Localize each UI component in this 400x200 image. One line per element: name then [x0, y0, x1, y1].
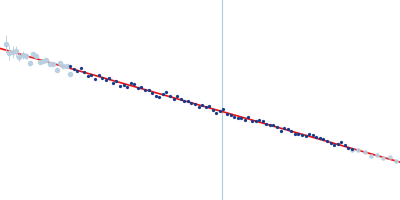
Point [228, 114, 234, 117]
Point [106, 76, 112, 79]
Point [128, 82, 134, 85]
Point [224, 112, 230, 115]
Point [274, 126, 280, 129]
Point [156, 95, 162, 98]
Point [81, 71, 88, 74]
Point [267, 123, 273, 126]
Point [74, 69, 80, 73]
Point [361, 150, 368, 153]
Point [295, 132, 302, 135]
Point [152, 94, 159, 97]
Point [220, 107, 227, 111]
Point [231, 115, 238, 119]
Point [234, 116, 241, 119]
Point [302, 134, 309, 137]
Point [210, 108, 216, 111]
Point [178, 98, 184, 101]
Point [245, 115, 252, 118]
Point [278, 130, 284, 133]
Point [163, 90, 170, 94]
Point [142, 88, 148, 92]
Point [310, 133, 316, 136]
Point [78, 66, 84, 70]
Point [67, 64, 73, 67]
Point [170, 97, 177, 100]
Point [92, 78, 98, 81]
Point [349, 148, 355, 151]
Point [88, 73, 95, 77]
Point [213, 112, 220, 115]
Point [386, 156, 393, 159]
Point [331, 143, 337, 146]
Point [113, 79, 120, 82]
Point [288, 129, 294, 132]
Point [149, 91, 155, 95]
Point [299, 134, 305, 137]
Point [124, 85, 130, 88]
Point [342, 143, 348, 147]
Point [256, 118, 262, 121]
Point [192, 103, 198, 106]
Point [135, 87, 141, 90]
Point [292, 132, 298, 135]
Point [184, 100, 191, 103]
Point [145, 88, 152, 91]
Point [160, 92, 166, 96]
Point [263, 123, 270, 126]
Point [284, 127, 291, 130]
Point [320, 138, 327, 141]
Point [95, 73, 102, 76]
Point [120, 83, 127, 86]
Point [102, 78, 109, 81]
Point [195, 106, 202, 109]
Point [270, 123, 277, 127]
Point [380, 157, 387, 160]
Point [217, 109, 223, 113]
Point [167, 95, 173, 98]
Point [306, 133, 312, 136]
Point [252, 119, 259, 122]
Point [174, 94, 180, 97]
Point [242, 118, 248, 122]
Point [249, 119, 255, 122]
Point [334, 143, 341, 146]
Point [85, 74, 91, 77]
Point [131, 82, 138, 85]
Point [188, 101, 194, 105]
Point [99, 77, 105, 80]
Point [368, 154, 374, 157]
Point [393, 159, 399, 162]
Point [345, 146, 352, 150]
Point [338, 140, 344, 143]
Point [238, 116, 244, 119]
Point [181, 99, 188, 102]
Point [70, 67, 77, 71]
Point [281, 126, 287, 130]
Point [117, 84, 123, 88]
Point [138, 86, 144, 89]
Point [324, 140, 330, 143]
Point [206, 104, 212, 107]
Point [199, 103, 205, 107]
Point [317, 137, 323, 140]
Point [313, 136, 320, 139]
Point [349, 148, 355, 151]
Point [355, 148, 362, 151]
Point [202, 105, 209, 109]
Point [374, 153, 380, 157]
Point [110, 82, 116, 85]
Point [327, 141, 334, 144]
Point [260, 119, 266, 122]
